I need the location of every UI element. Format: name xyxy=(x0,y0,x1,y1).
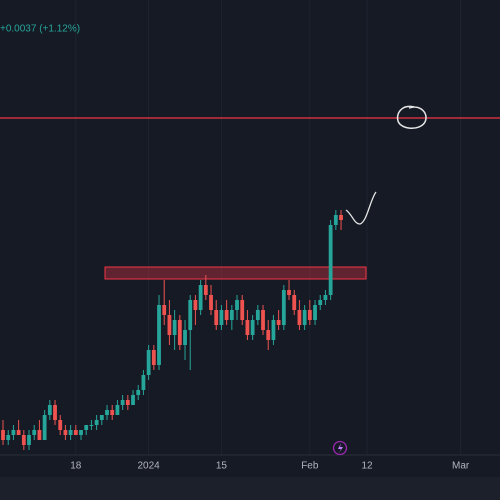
candle-body xyxy=(141,375,146,390)
candle-body xyxy=(68,430,73,435)
candle-body xyxy=(318,300,323,305)
change-label: +0.0037 (+1.12%) xyxy=(0,24,80,35)
candle-body xyxy=(53,405,57,420)
candle-body xyxy=(193,300,198,310)
candle-body xyxy=(16,430,21,435)
candle-body xyxy=(47,405,52,415)
candle-body xyxy=(255,310,260,320)
candle-body xyxy=(188,300,193,330)
x-tick-label: 2024 xyxy=(137,461,160,472)
candle-body xyxy=(292,295,297,310)
candle-body xyxy=(281,290,286,325)
candle-body xyxy=(99,415,104,420)
candle-body xyxy=(1,430,5,440)
candle-body xyxy=(58,420,63,430)
candle-body xyxy=(177,320,182,345)
candle-body xyxy=(240,300,245,320)
candle-body xyxy=(42,415,47,440)
event-bolt xyxy=(338,443,343,453)
candle-body xyxy=(79,430,83,435)
candle-body xyxy=(84,425,89,430)
footer-strip xyxy=(0,477,500,500)
candle-body xyxy=(151,350,156,365)
candles xyxy=(1,210,343,450)
candle-body xyxy=(214,310,219,325)
candle-body xyxy=(229,310,234,320)
candle-body xyxy=(339,215,343,220)
x-tick-label: 18 xyxy=(70,461,82,472)
candle-body xyxy=(198,285,203,310)
candle-body xyxy=(276,320,281,325)
candle-body xyxy=(32,430,37,435)
candle-body xyxy=(183,330,187,345)
candle-body xyxy=(162,305,167,315)
candle-body xyxy=(307,310,312,320)
candle-body xyxy=(167,315,172,335)
candle-body xyxy=(172,320,177,335)
candle-body xyxy=(63,430,68,435)
candle-body xyxy=(6,435,11,440)
candle-body xyxy=(271,320,276,340)
candle-body xyxy=(131,395,135,405)
candle-body xyxy=(105,410,109,415)
candle-body xyxy=(266,330,271,340)
candle-body xyxy=(110,410,115,415)
candle-body xyxy=(235,300,239,310)
candle-body xyxy=(287,290,291,295)
candle-body xyxy=(73,430,78,435)
hand-circle xyxy=(396,105,427,129)
candle-body xyxy=(302,310,307,325)
grid xyxy=(75,0,462,455)
candle-body xyxy=(115,405,120,415)
candle-body xyxy=(250,320,255,335)
event-icon[interactable] xyxy=(332,440,348,456)
candle-body xyxy=(219,310,224,325)
candle-body xyxy=(37,430,42,440)
zone-rect xyxy=(104,266,367,280)
x-tick-label: Mar xyxy=(452,461,470,472)
candle-body xyxy=(125,400,130,405)
candle-body xyxy=(297,310,302,325)
candle-body xyxy=(27,435,31,445)
candle-body xyxy=(224,310,229,320)
candle-body xyxy=(313,305,317,320)
candle-body xyxy=(328,225,333,295)
candle-body xyxy=(136,390,141,395)
candle-body xyxy=(120,400,125,405)
x-tick-label: 12 xyxy=(361,461,373,472)
candle-body xyxy=(203,285,208,295)
candle-body xyxy=(245,320,250,335)
candle-body xyxy=(209,295,213,310)
candle-body xyxy=(157,305,161,365)
candle-body xyxy=(94,420,99,425)
candle-body xyxy=(11,430,16,435)
hand-curve xyxy=(345,191,377,225)
candle-body xyxy=(323,295,328,300)
x-tick-label: Feb xyxy=(301,461,319,472)
candle-body xyxy=(146,350,151,375)
candle-body xyxy=(333,215,338,225)
candle-body xyxy=(21,435,26,445)
x-tick-label: 15 xyxy=(216,461,228,472)
candle-body xyxy=(261,310,265,330)
candle-body xyxy=(89,425,94,426)
